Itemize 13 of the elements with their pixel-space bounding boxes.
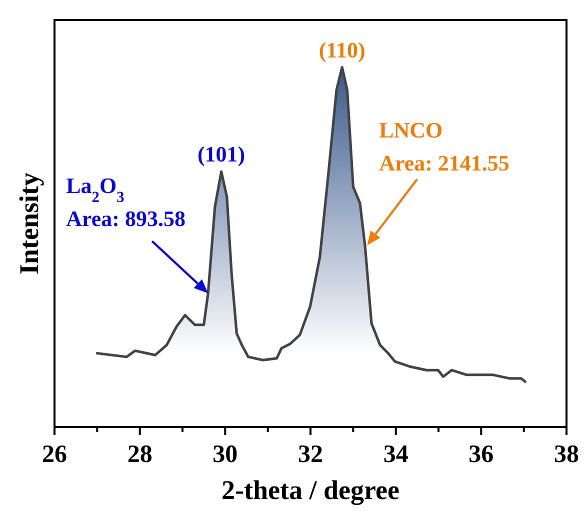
annotation: La$_{2}$O$_{3}$ Area: 893.58 [66, 173, 186, 232]
x-tick-label: 32 [298, 441, 323, 468]
x-tick-label: 34 [383, 441, 409, 468]
x-axis-title: 2-theta / degree [222, 475, 400, 505]
y-axis-title: Intensity [14, 172, 44, 275]
annotation: (101) [198, 142, 246, 167]
x-tick-label: 36 [468, 441, 494, 468]
x-tick-label: 26 [42, 441, 67, 468]
annotation: LNCO Area: 2141.55 [379, 117, 510, 176]
annotation: (110) [318, 37, 366, 62]
x-tick-label: 38 [554, 441, 579, 468]
x-tick-label: 28 [127, 441, 152, 468]
x-tick-label: 30 [212, 441, 238, 468]
